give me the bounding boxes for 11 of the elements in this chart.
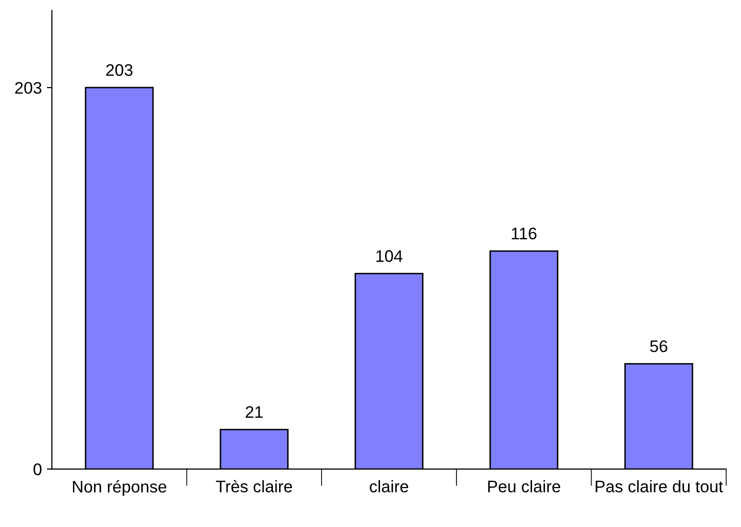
x-tick-label: Non réponse [72,480,166,496]
data-label: 56 [650,340,668,352]
x-tick-label: Peu claire [488,480,560,492]
data-label: 104 [376,250,402,262]
x-tick-label: Très claire [216,480,292,492]
data-label: 116 [512,228,536,240]
x-tick-label: claire [370,480,408,492]
y-tick-label: 0 [34,463,42,476]
x-tick-label: Pas claire du tout [596,480,724,492]
data-label: 21 [246,406,263,418]
data-label: 203 [106,64,132,76]
